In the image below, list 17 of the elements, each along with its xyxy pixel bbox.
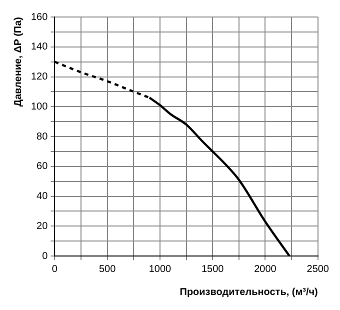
- x-tick-label: 2500: [306, 264, 330, 275]
- y-tick-label: 100: [30, 101, 48, 112]
- x-tick-label: 2000: [254, 264, 277, 275]
- y-tick-label: 120: [30, 72, 48, 82]
- y-tick-label: 40: [36, 191, 48, 202]
- y-tick-label: 20: [36, 220, 48, 232]
- y-tick-label: 140: [30, 42, 48, 53]
- x-tick-label: 500: [98, 264, 116, 275]
- x-tick-label: 1500: [201, 264, 224, 275]
- y-tick-label: 160: [30, 12, 48, 23]
- y-tick-label: 80: [36, 131, 48, 142]
- x-tick-label: 1000: [148, 264, 172, 275]
- y-tick-label: 60: [36, 161, 48, 172]
- y-axis-title: Давление, ΔP (Па): [12, 17, 24, 107]
- y-tick-label: 0: [42, 250, 48, 262]
- x-axis-title: Производительность, (м³/ч): [180, 286, 318, 298]
- x-tick-label: 0: [52, 264, 58, 275]
